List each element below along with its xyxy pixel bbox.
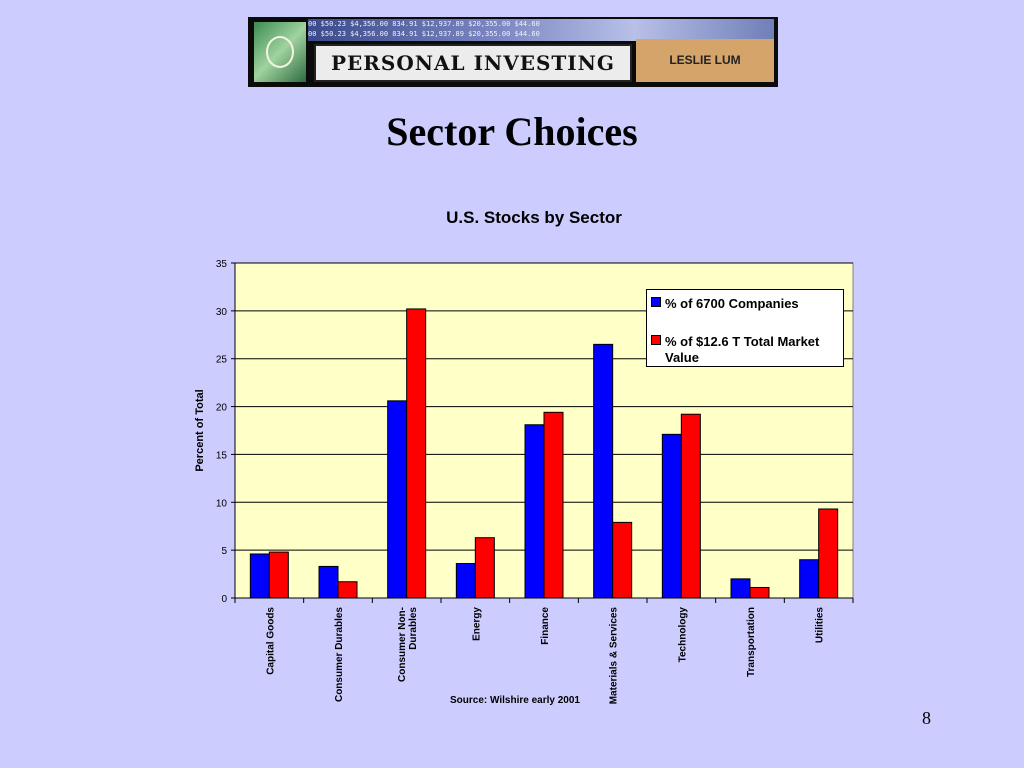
x-tick-label: Durables: [408, 607, 419, 650]
y-tick-label: 15: [216, 450, 228, 461]
y-tick-label: 35: [216, 259, 228, 270]
bar: [268, 551, 289, 599]
legend-label-line: % of $12.6 T Total Market: [665, 334, 820, 349]
bar: [543, 411, 564, 599]
chart-legend: % of 6700 Companies % of $12.6 T Total Ma…: [646, 289, 844, 367]
bar: [818, 508, 839, 599]
bar: [661, 433, 682, 599]
chart-title: U.S. Stocks by Sector: [446, 208, 622, 227]
x-tick-label: Finance: [540, 607, 551, 645]
legend-item: % of 6700 Companies: [651, 296, 841, 312]
bar: [318, 565, 339, 599]
bar: [474, 537, 495, 599]
banner-logo: [254, 22, 306, 82]
x-tick-label: Capital Goods: [265, 607, 276, 675]
banner-author: LESLIE LUM: [636, 39, 774, 82]
x-tick-label: Transportation: [746, 607, 757, 677]
y-tick-label: 5: [221, 546, 227, 557]
y-tick-label: 10: [216, 498, 228, 509]
y-axis-label: Percent of Total: [194, 389, 206, 471]
legend-swatch: [651, 297, 661, 307]
bar: [730, 578, 751, 599]
x-tick-label: Consumer Durables: [334, 607, 345, 702]
x-tick-label: Technology: [677, 607, 688, 663]
banner-ticker-strip: 00 $50.23 $4,356.00 834.91 $12,937.89 $2…: [308, 19, 774, 41]
legend-label: % of 6700 Companies: [665, 296, 845, 312]
y-tick-label: 25: [216, 355, 228, 366]
bar: [387, 400, 408, 599]
ticker-text: 00 $50.23 $4,356.00 834.91 $12,937.89 $2…: [308, 20, 540, 28]
ticker-text: 00 $50.23 $4,356.00 834.91 $12,937.89 $2…: [308, 30, 540, 38]
banner-title: PERSONAL INVESTING: [314, 44, 632, 82]
bar: [337, 581, 358, 599]
bar: [249, 553, 270, 599]
bar: [455, 563, 476, 599]
bar: [680, 413, 701, 599]
bar: [749, 586, 770, 599]
x-tick-label: Energy: [471, 607, 482, 641]
bar: [524, 424, 545, 599]
presentation-banner: 00 $50.23 $4,356.00 834.91 $12,937.89 $2…: [248, 17, 778, 87]
legend-label: % of $12.6 T Total Market Value: [665, 334, 845, 366]
x-tick-label: Utilities: [815, 607, 826, 644]
page-number: 8: [922, 708, 931, 728]
legend-item: % of $12.6 T Total Market Value: [651, 334, 841, 365]
y-tick-label: 0: [221, 594, 227, 605]
x-tick-label: Consumer Non-: [397, 607, 408, 682]
legend-label-line: % of 6700 Companies: [665, 296, 799, 311]
y-tick-label: 30: [216, 307, 228, 318]
x-tick-label: Materials & Services: [609, 607, 620, 705]
bar: [406, 308, 427, 599]
y-tick-label: 20: [216, 403, 228, 414]
legend-swatch: [651, 335, 661, 345]
bar: [593, 343, 614, 599]
bar: [612, 521, 633, 599]
slide-title: Sector Choices: [386, 109, 638, 154]
bar: [799, 559, 820, 599]
chart-source-note: Source: Wilshire early 2001: [450, 695, 580, 706]
legend-label-line: Value: [665, 350, 699, 365]
